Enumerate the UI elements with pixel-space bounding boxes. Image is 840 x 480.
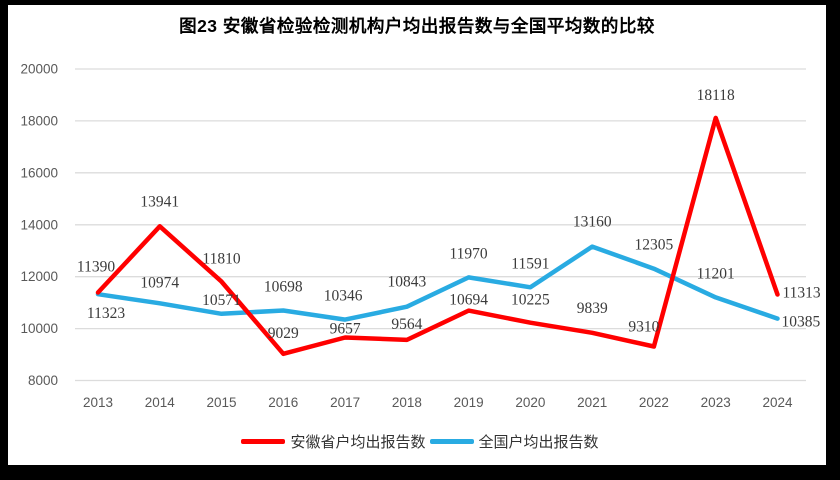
data-label: 11323 bbox=[87, 305, 125, 322]
chart-legend: 安徽省户均出报告数 全国户均出报告数 bbox=[0, 431, 840, 452]
data-label: 9657 bbox=[330, 321, 361, 338]
x-tick-label: 2021 bbox=[577, 395, 607, 410]
data-label: 9839 bbox=[577, 300, 608, 317]
series-line-national bbox=[95, 244, 780, 322]
chart-title: 图23 安徽省检验检测机构户均出报告数与全国平均数的比较 bbox=[179, 16, 655, 36]
x-tick-label: 2020 bbox=[515, 395, 545, 410]
legend-item-national: 全国户均出报告数 bbox=[429, 431, 599, 452]
data-label: 9310 bbox=[628, 319, 659, 336]
national-series-label: 全国户均出报告数 bbox=[478, 434, 599, 451]
data-label: 11313 bbox=[783, 285, 821, 302]
y-tick-label: 8000 bbox=[28, 373, 58, 388]
y-tick-label: 16000 bbox=[20, 165, 58, 180]
x-tick-label: 2017 bbox=[330, 395, 360, 410]
x-tick-label: 2014 bbox=[145, 395, 176, 410]
data-label: 10694 bbox=[449, 292, 488, 309]
data-label: 11591 bbox=[511, 255, 549, 272]
data-label: 11810 bbox=[202, 251, 240, 268]
data-label: 9029 bbox=[268, 325, 299, 342]
y-tick-label: 10000 bbox=[20, 321, 58, 336]
data-label: 13160 bbox=[573, 214, 612, 231]
data-label: 11970 bbox=[450, 245, 488, 262]
data-label: 10571 bbox=[202, 292, 241, 309]
data-label: 11390 bbox=[77, 259, 115, 276]
data-label: 10385 bbox=[782, 314, 821, 331]
data-label: 10346 bbox=[324, 288, 363, 305]
x-tick-label: 2018 bbox=[392, 395, 422, 410]
x-tick-label: 2013 bbox=[83, 395, 113, 410]
data-label: 10843 bbox=[388, 274, 427, 291]
data-label: 10225 bbox=[511, 292, 550, 309]
y-tick-label: 12000 bbox=[20, 269, 58, 284]
y-tick-label: 18000 bbox=[20, 113, 58, 128]
anhui-series-swatch bbox=[241, 439, 286, 444]
legend-item-anhui: 安徽省户均出报告数 bbox=[241, 431, 426, 452]
national-series-swatch bbox=[429, 439, 474, 444]
data-label: 18118 bbox=[697, 87, 735, 104]
y-tick-label: 20000 bbox=[20, 62, 58, 77]
y-tick-label: 14000 bbox=[20, 217, 58, 232]
x-tick-label: 2015 bbox=[206, 395, 236, 410]
data-label: 10974 bbox=[140, 274, 179, 291]
x-tick-label: 2024 bbox=[762, 395, 793, 410]
data-label: 9564 bbox=[391, 316, 422, 333]
x-tick-label: 2016 bbox=[268, 395, 298, 410]
series-line-anhui bbox=[95, 115, 780, 357]
x-tick-label: 2019 bbox=[454, 395, 484, 410]
data-label: 11201 bbox=[697, 265, 735, 282]
x-tick-label: 2023 bbox=[701, 395, 731, 410]
x-tick-label: 2022 bbox=[639, 395, 669, 410]
data-label: 12305 bbox=[635, 237, 674, 254]
data-label: 13941 bbox=[140, 193, 179, 210]
anhui-series-label: 安徽省户均出报告数 bbox=[290, 434, 426, 451]
data-label: 10698 bbox=[264, 279, 303, 296]
